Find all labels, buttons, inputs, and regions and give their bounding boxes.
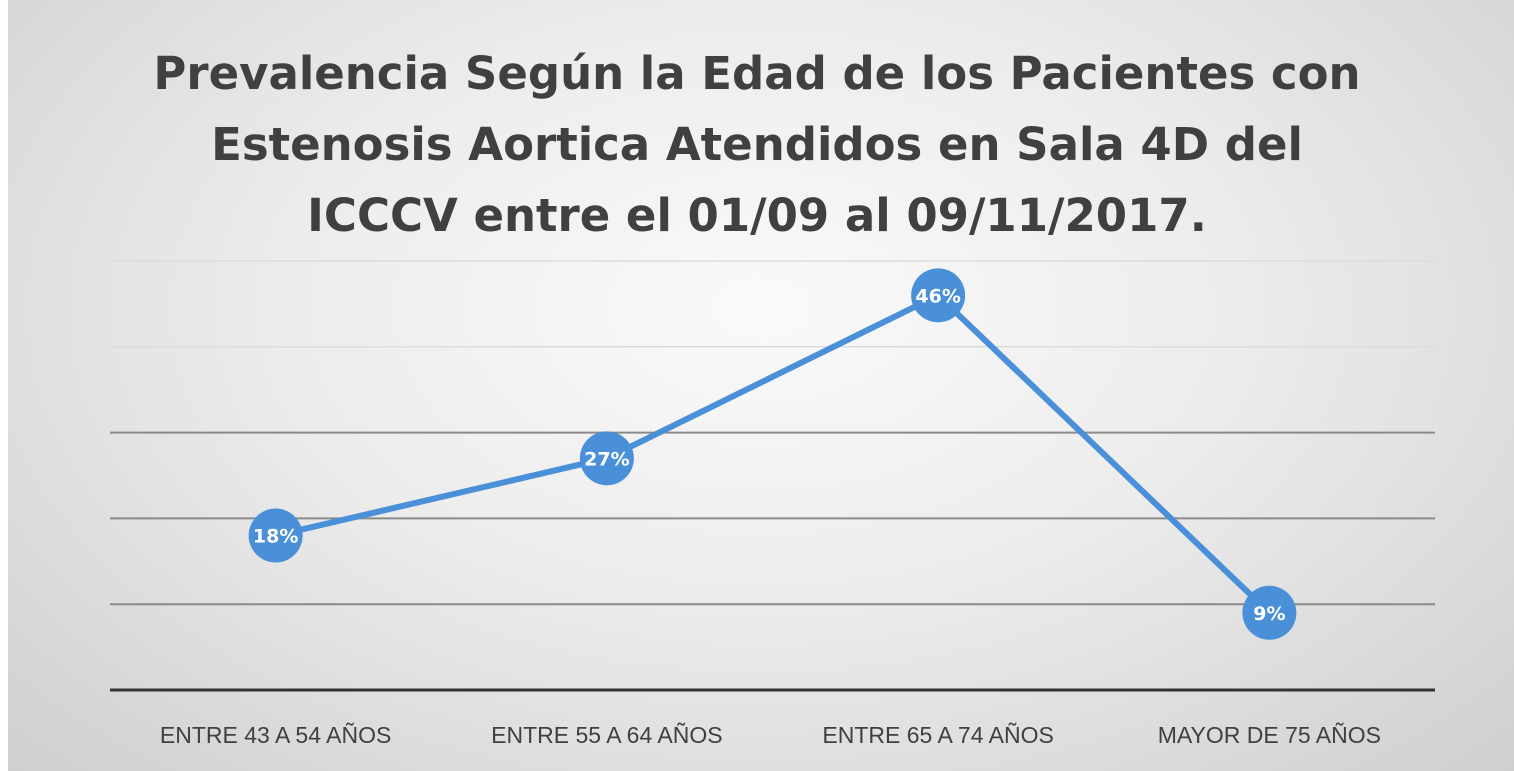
x-tick-label: MAYOR DE 75 AÑOS (1158, 722, 1381, 748)
data-point (248, 508, 303, 563)
data-point (579, 431, 634, 486)
x-tick-label: ENTRE 65 A 74 AÑOS (822, 722, 1053, 748)
data-label: 27% (584, 448, 629, 470)
title-line: ICCCV entre el 01/09 al 09/11/2017. (307, 189, 1207, 242)
data-point (1242, 585, 1297, 640)
x-tick-label: ENTRE 55 A 64 AÑOS (491, 722, 722, 748)
series-line (274, 292, 1272, 615)
data-label: 9% (1253, 603, 1285, 625)
data-point (911, 268, 966, 323)
data-label: 18% (253, 526, 298, 548)
chart-title: Prevalencia Según la Edad de los Pacient… (0, 38, 1514, 251)
x-tick-label: ENTRE 43 A 54 AÑOS (160, 722, 391, 748)
title-line: Prevalencia Según la Edad de los Pacient… (153, 47, 1361, 100)
data-label: 46% (915, 285, 960, 307)
title-line: Estenosis Aortica Atendidos en Sala 4D d… (211, 118, 1303, 171)
